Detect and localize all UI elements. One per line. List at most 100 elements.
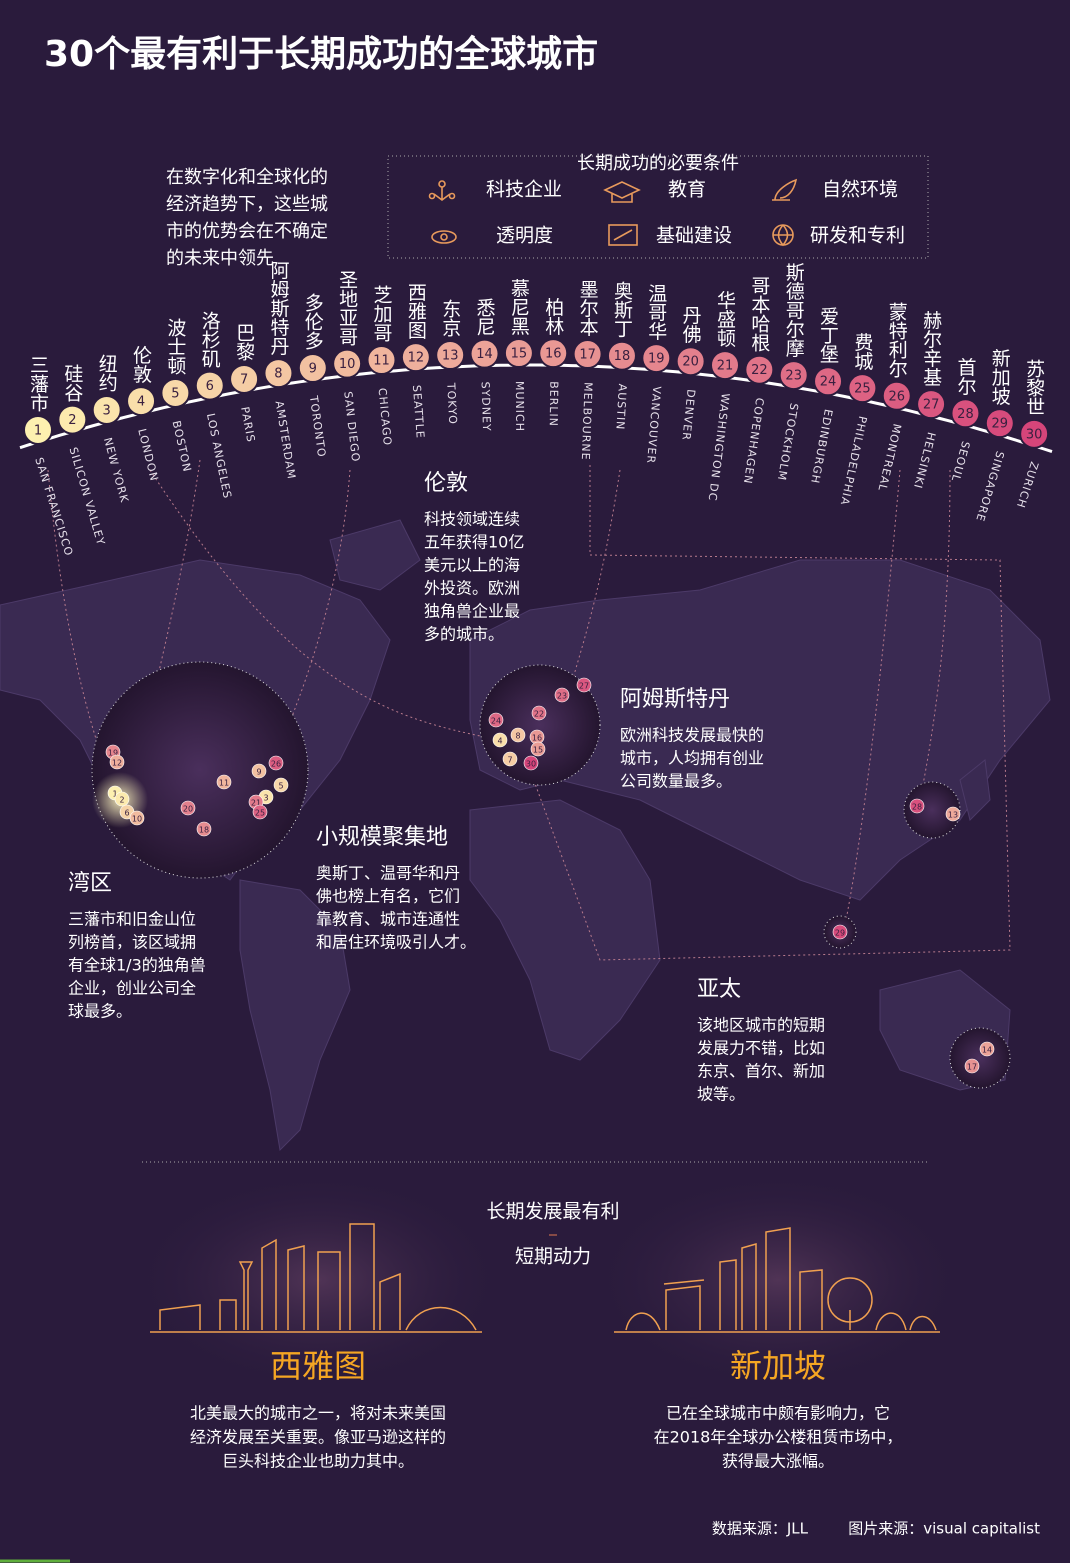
- map-marker: [252, 804, 268, 820]
- map-marker: [109, 754, 125, 770]
- city-name: 温哥华: [645, 283, 667, 340]
- intro-line: 的未来中领先: [166, 248, 274, 269]
- long-term-label: 长期发展最有利: [486, 1201, 619, 1223]
- annotation-title: 阿姆斯特丹: [620, 687, 730, 712]
- rank-number: 19: [648, 352, 665, 367]
- annotation-line: 靠教育、城市连通性: [316, 910, 460, 929]
- annotation-line: 多的城市。: [424, 625, 504, 644]
- map-marker-label: 25: [255, 809, 265, 818]
- rank-number: 3: [103, 403, 111, 418]
- rank-number: 20: [682, 355, 699, 370]
- annotation-line: 三藩市和旧金山位: [68, 910, 196, 929]
- rank-badge: [813, 366, 844, 397]
- city-name: 芝加哥: [371, 285, 393, 342]
- map-marker-label: 3: [263, 794, 268, 803]
- city-name: 哥本哈根: [748, 276, 770, 352]
- map-marker-label: 14: [982, 1046, 992, 1055]
- rank-number: 25: [854, 382, 871, 397]
- map-marker: [979, 1041, 995, 1057]
- city-name: 悉尼: [474, 297, 496, 335]
- annotation-title: 湾区: [68, 871, 112, 896]
- legend-title: 长期成功的必要条件: [577, 153, 739, 174]
- rank-number: 17: [579, 348, 596, 363]
- rank-badge: [23, 414, 53, 445]
- map-marker: [554, 687, 570, 703]
- annotation-line: 科技领域连续: [424, 510, 520, 529]
- featured-line: 巨头科技企业也助力其中。: [222, 1452, 414, 1471]
- annotation-line: 有全球1/3的独角兽: [68, 956, 206, 975]
- rank-badge: [984, 408, 1015, 439]
- map-marker-label: 30: [526, 760, 536, 769]
- rank-number: 28: [957, 407, 974, 422]
- city-name: 柏林: [542, 297, 564, 335]
- rank-number: 13: [442, 349, 459, 364]
- rank-badge: [400, 342, 431, 373]
- city-name-en: AUSTIN: [613, 383, 629, 430]
- featured-city: 西雅图: [270, 1347, 366, 1385]
- city-name: 华盛顿: [714, 290, 736, 347]
- city-name: 三藩市: [27, 355, 49, 412]
- rank-number: 14: [476, 347, 493, 362]
- map-marker: [273, 777, 289, 793]
- map-marker-label: 23: [557, 692, 567, 701]
- map-marker: [945, 806, 961, 822]
- legend-item: 自然环境: [822, 179, 898, 201]
- map-marker-label: 7: [507, 756, 512, 765]
- city-name-en: TOKYO: [444, 382, 459, 426]
- city-name: 蒙特利尔: [886, 301, 908, 377]
- map-marker-label: 4: [497, 737, 502, 746]
- rank-badge: [263, 358, 294, 389]
- annotation-line: 欧洲科技发展最快的: [620, 726, 764, 745]
- map-marker: [576, 677, 592, 693]
- city-name-en: MELBOURNE: [579, 382, 595, 461]
- map-marker-label: 20: [183, 805, 193, 814]
- map-marker-label: 16: [532, 734, 542, 743]
- ranking-arc: [19, 363, 1053, 454]
- rank-badge: [572, 339, 603, 370]
- annotation-title: 伦敦: [424, 471, 468, 496]
- city-name-en: DENVER: [679, 389, 697, 442]
- rank-badge: [881, 380, 912, 411]
- rank-badge: [229, 363, 260, 394]
- map-marker: [909, 798, 925, 814]
- annotation-line: 美元以上的海: [424, 556, 520, 575]
- city-name: 爱丁堡: [817, 306, 839, 363]
- annotation-line: 企业，创业公司全: [68, 979, 196, 998]
- annotation-line: 该地区城市的短期: [697, 1016, 825, 1035]
- rank-badge: [503, 338, 534, 369]
- annotation-line: 球最多。: [68, 1002, 132, 1021]
- map-marker-label: 27: [579, 682, 589, 691]
- city-name-en: BERLIN: [547, 381, 561, 427]
- rank-number: 2: [68, 413, 76, 428]
- intro-line: 市的优势会在不确定: [166, 221, 328, 242]
- annotation-line: 公司数量最多。: [620, 772, 732, 791]
- rank-badge: [91, 394, 122, 425]
- rank-number: 27: [923, 398, 940, 413]
- rank-badge: [469, 338, 500, 369]
- city-name: 洛杉矶: [199, 310, 221, 367]
- map-marker-label: 1: [112, 790, 117, 799]
- map-marker-label: 29: [835, 929, 845, 938]
- rank-number: 9: [309, 362, 317, 377]
- rank-number: 21: [717, 359, 734, 374]
- legend-item: 研发和专利: [810, 225, 905, 247]
- rank-number: 22: [751, 363, 768, 378]
- map-marker-label: 6: [124, 809, 129, 818]
- map-marker: [114, 791, 130, 807]
- map-marker: [832, 924, 848, 940]
- title: 30个最有利于长期成功的全球城市: [44, 33, 598, 75]
- rank-badge: [847, 373, 878, 404]
- rank-number: 15: [511, 347, 528, 362]
- map-marker: [492, 732, 508, 748]
- map-marker: [530, 741, 546, 757]
- short-term-label: 短期动力: [515, 1246, 591, 1268]
- rank-number: 29: [992, 417, 1009, 432]
- map-marker: [268, 755, 284, 771]
- map-marker-label: 17: [967, 1063, 977, 1072]
- map-marker: [129, 810, 145, 826]
- annotation-line: 发展力不错，比如: [697, 1039, 825, 1058]
- map-marker-label: 26: [271, 760, 281, 769]
- map-marker: [216, 774, 232, 790]
- map-marker-label: 28: [912, 803, 922, 812]
- city-name: 苏黎世: [1023, 359, 1045, 416]
